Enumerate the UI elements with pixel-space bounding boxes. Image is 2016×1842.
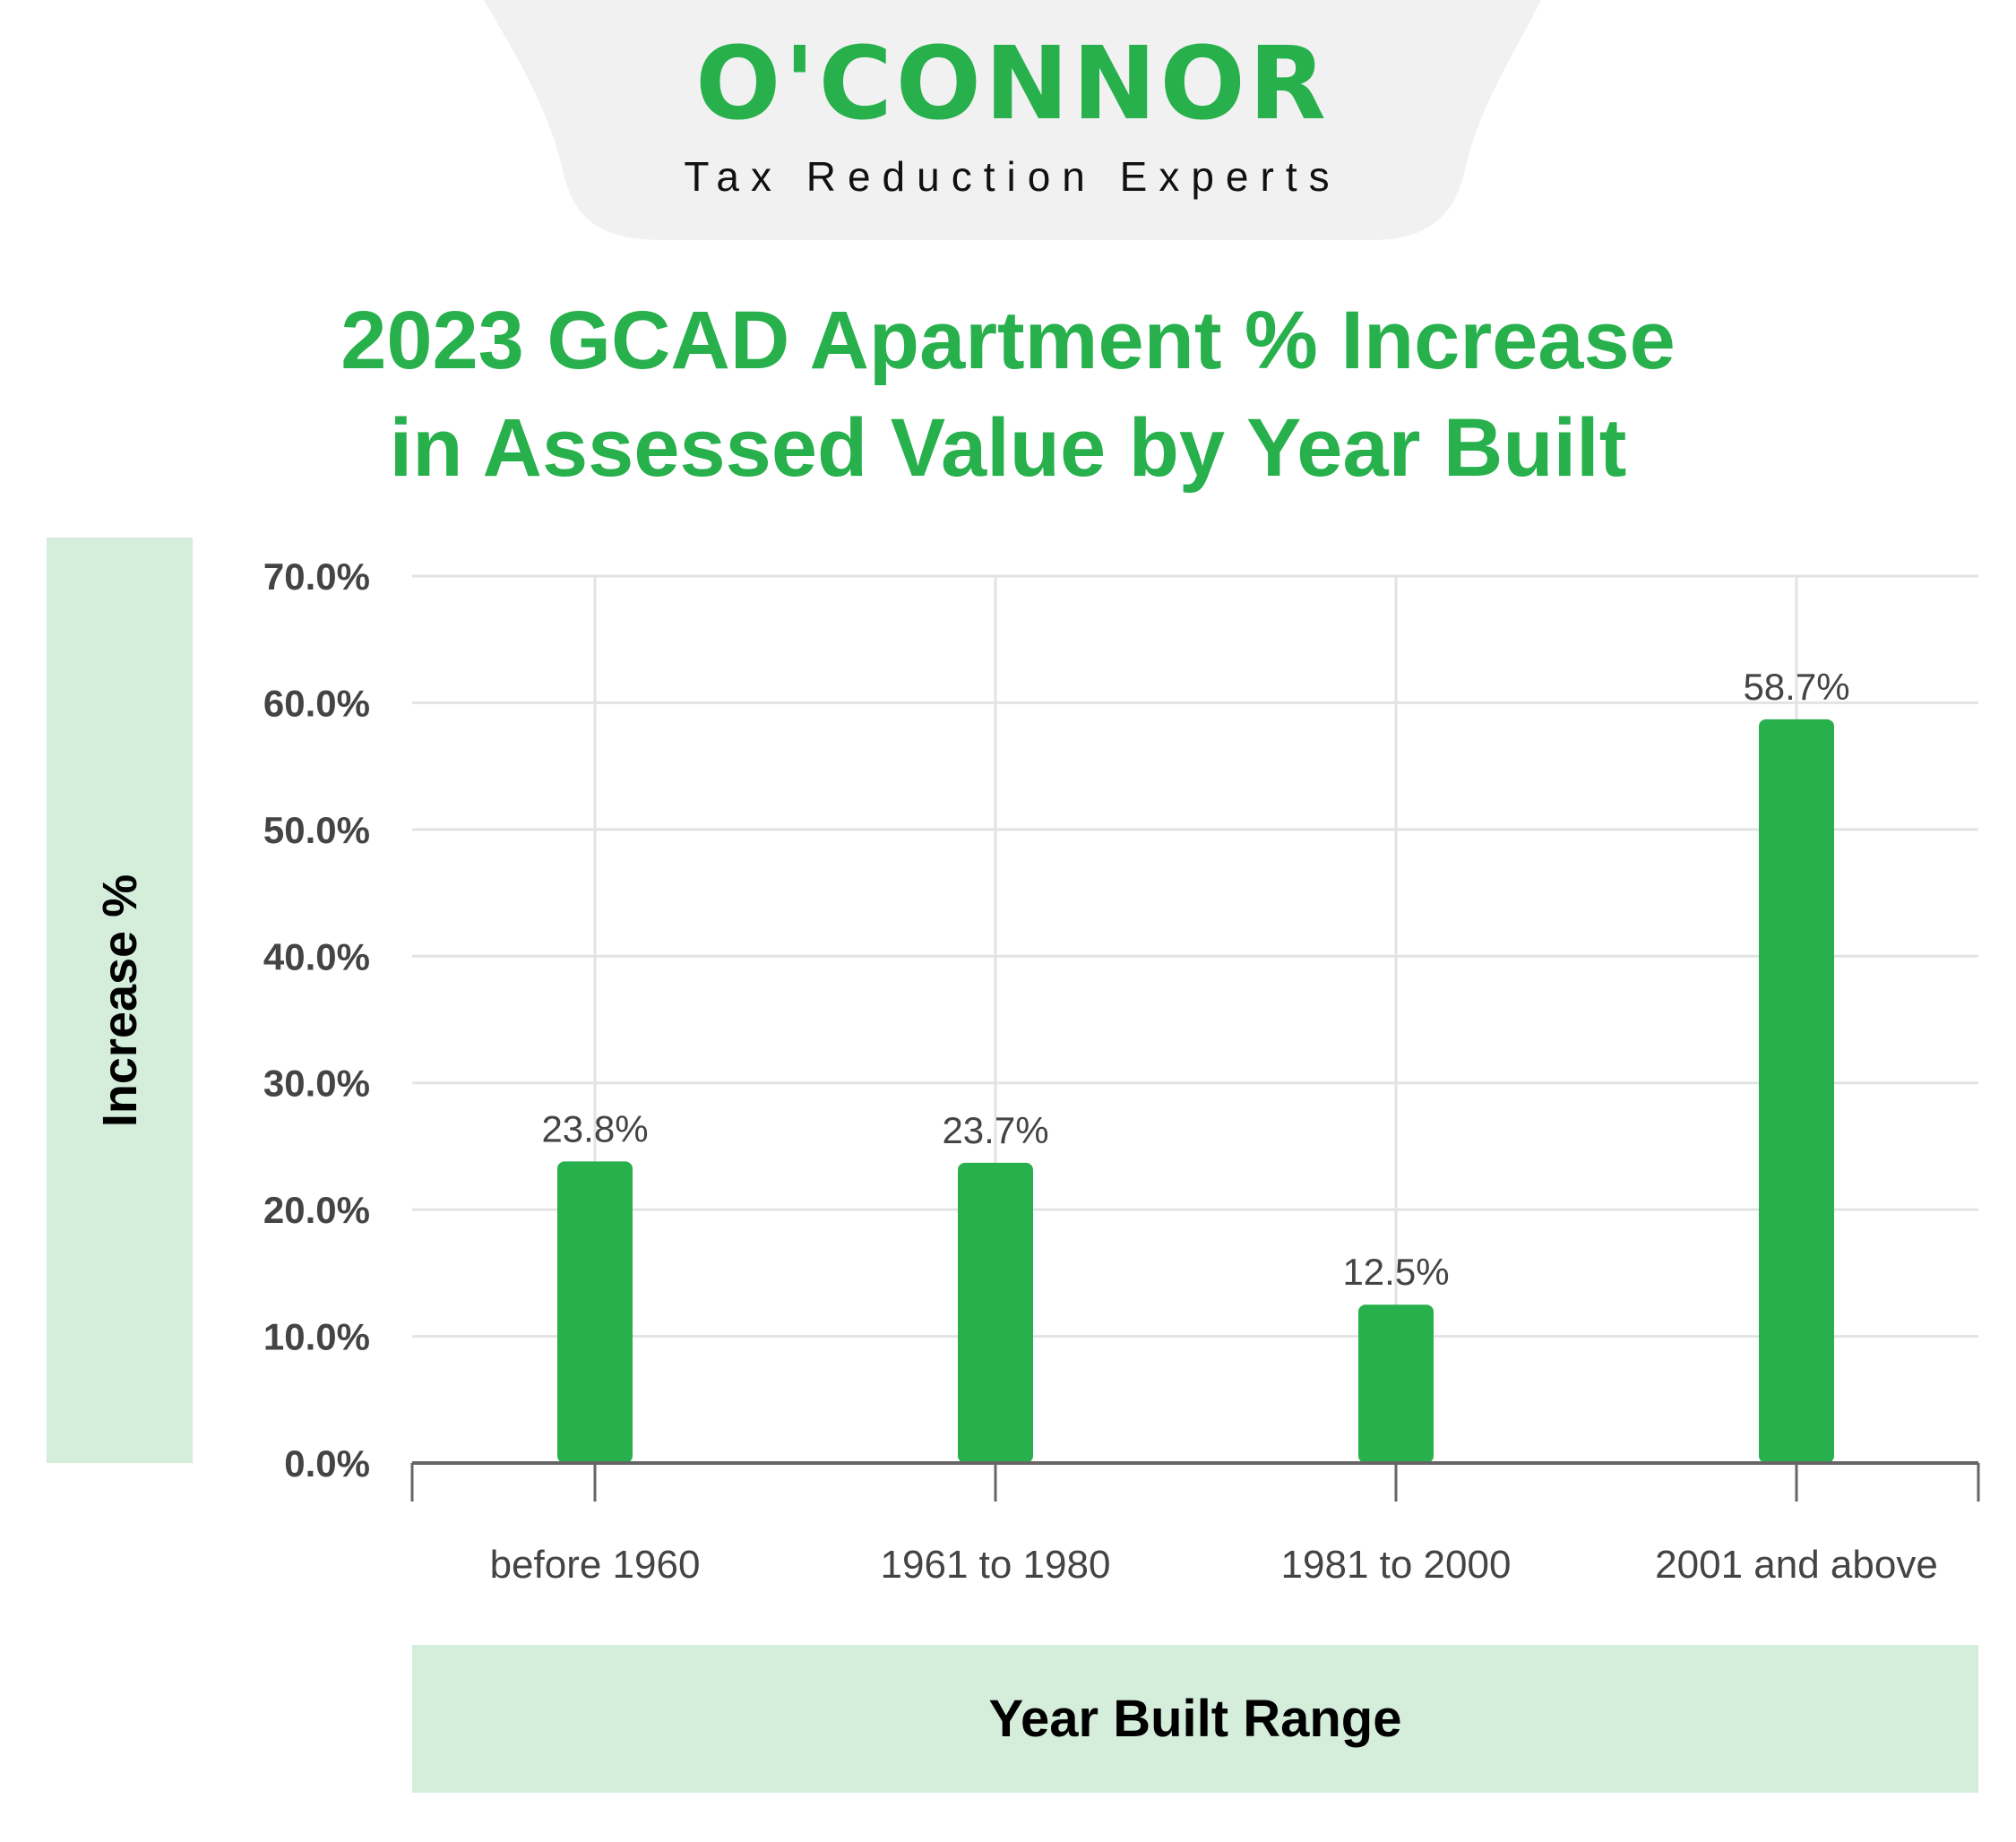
data-label: 12.5% [1342,1251,1449,1293]
y-axis-label-panel: Increase % [47,538,193,1463]
y-tick-label: 70.0% [263,555,370,598]
header-background [484,0,1541,240]
y-tick-label: 20.0% [263,1189,370,1231]
x-tick-label: before 1960 [490,1543,701,1587]
y-tick-label: 0.0% [284,1442,370,1485]
y-tick-label: 30.0% [263,1063,370,1105]
brand-header: O'CONNOR Tax Reduction Experts [484,0,1541,242]
x-tick-label: 1961 to 1980 [881,1543,1111,1587]
data-label: 23.8% [541,1107,648,1149]
x-tick-label: 2001 and above [1655,1543,1938,1587]
logo-tagline: Tax Reduction Experts [684,153,1341,200]
y-tick-label: 50.0% [263,809,370,851]
y-tick-label: 60.0% [263,682,370,724]
bar-0 [557,1161,633,1463]
header-shape [484,0,1541,240]
x-axis-label-panel: Year Built Range [412,1645,1978,1793]
chart-title-line-2: in Assessed Value by Year Built [389,402,1627,494]
data-label: 23.7% [942,1109,1048,1151]
x-axis-label: Year Built Range [988,1690,1402,1748]
bar-1 [958,1162,1033,1463]
chart-title: 2023 GCAD Apartment % Increase in Assess… [0,287,2016,502]
bar-3 [1759,719,1834,1463]
chart-title-line-1: 2023 GCAD Apartment % Increase [340,295,1676,386]
bar-2 [1358,1304,1434,1463]
y-tick-label: 40.0% [263,935,370,977]
x-tick-label: 1981 to 2000 [1281,1543,1512,1587]
data-label: 58.7% [1743,666,1849,708]
y-tick-label: 10.0% [263,1316,370,1358]
oconnor-logo: O'CONNOR [695,26,1330,142]
